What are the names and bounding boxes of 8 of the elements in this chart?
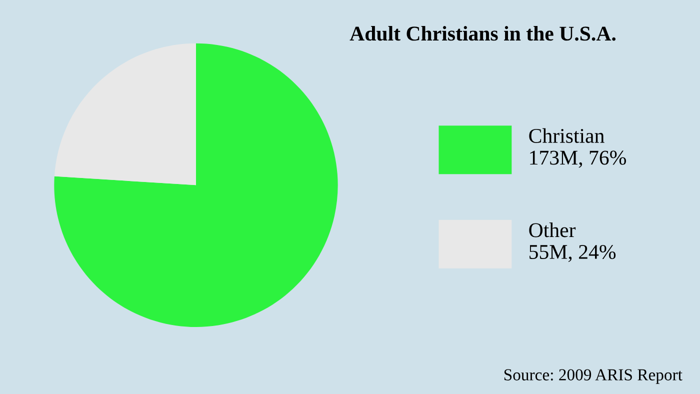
source-note: Source: 2009 ARIS Report: [504, 369, 682, 384]
data-label: 55M, 24%: [530, 244, 616, 262]
data-label: 173M, 76%: [530, 150, 626, 168]
chart-title: Adult Christians in the U.S.A.: [350, 26, 616, 41]
legend-label: Christian: [529, 128, 604, 143]
pie-slice: [54, 43, 196, 186]
legend-label: Other: [529, 222, 576, 238]
pie-slice: [54, 43, 338, 328]
